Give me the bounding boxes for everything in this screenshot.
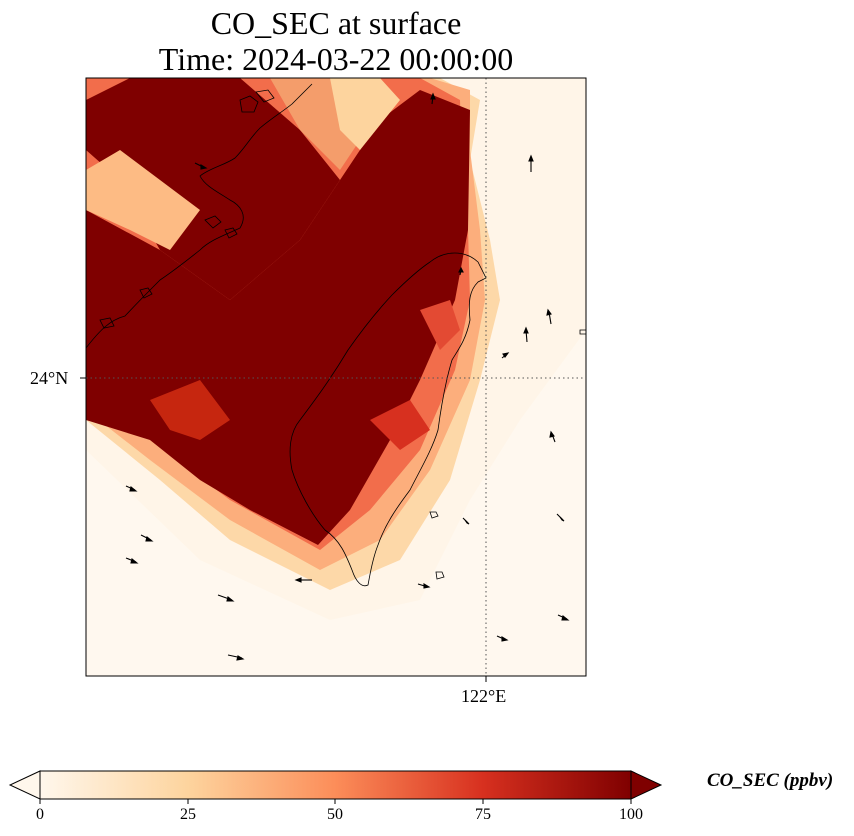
wind-vector — [557, 614, 570, 621]
colorbar-tick-label: 75 — [475, 806, 491, 823]
wind-vector — [523, 326, 529, 343]
coastlines — [86, 83, 586, 587]
wind-vector — [556, 513, 565, 522]
map-subtitle-time: Time: 2024-03-22 00:00:00 — [158, 41, 514, 77]
colorbar-extend-min — [8, 770, 41, 800]
map-title: CO_SEC at surface — [210, 5, 462, 41]
colorbar — [8, 770, 663, 804]
wind-vector — [496, 635, 509, 642]
china-coastline — [86, 83, 313, 349]
lat-tick-label: 24°N — [30, 368, 69, 388]
wind-vector — [140, 534, 154, 542]
colorbar-gradient — [40, 771, 631, 799]
colorbar-label: CO_SEC (ppbv) — [707, 770, 834, 791]
wind-vector — [546, 308, 552, 325]
colorbar-tick-label: 25 — [180, 806, 196, 823]
wind-vector — [501, 352, 510, 359]
wind-vector — [528, 154, 534, 172]
gridlines — [86, 78, 586, 676]
concentration-field — [86, 78, 586, 676]
wind-vector — [125, 557, 139, 564]
wind-vector — [458, 266, 464, 276]
wind-vector — [227, 654, 245, 661]
wind-vector — [417, 583, 431, 589]
wind-vectors — [125, 92, 570, 661]
wind-vector — [217, 594, 235, 602]
taiwan-coastline — [289, 252, 487, 587]
wind-vector — [430, 92, 436, 105]
wind-vector — [125, 485, 138, 492]
colorbar-tick-label: 100 — [619, 806, 643, 823]
lon-tick-label: 122°E — [461, 686, 507, 706]
wind-vector — [549, 430, 556, 443]
wind-vector — [462, 517, 470, 525]
colorbar-extend-max — [630, 770, 663, 800]
colorbar-tick-label: 50 — [327, 806, 343, 823]
map-frame — [85, 77, 587, 677]
wind-vector — [294, 577, 312, 583]
colorbar-tick-label: 0 — [36, 806, 44, 823]
wind-vector — [194, 162, 208, 170]
